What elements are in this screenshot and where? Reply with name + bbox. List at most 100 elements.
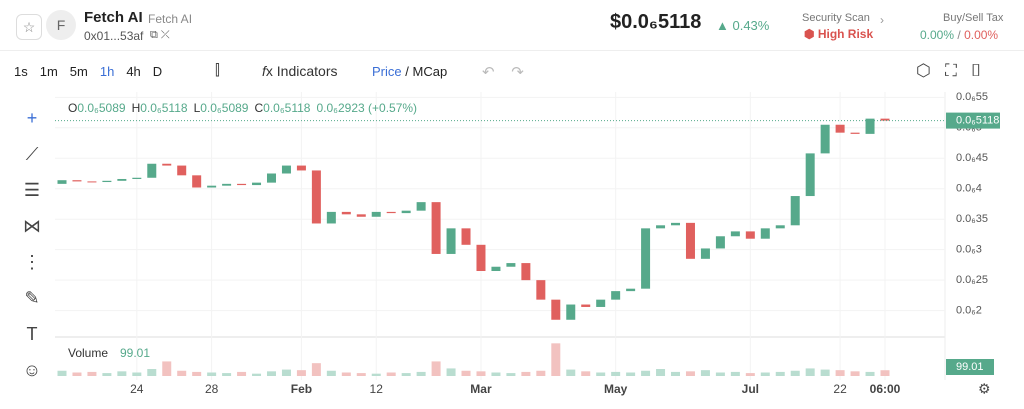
volume-bar <box>596 372 606 376</box>
address-actions[interactable]: ⧉ ⤫ <box>150 29 170 41</box>
x-tick-label: 28 <box>205 382 219 396</box>
undo-redo[interactable]: ↶ ↷ <box>482 64 524 81</box>
candle-body <box>626 288 636 292</box>
y-tick-label: 0.0₆2 <box>956 305 982 317</box>
volume-bar <box>72 372 82 376</box>
indicators-button[interactable]: fx Indicators <box>262 63 338 79</box>
volume-bar <box>805 368 815 376</box>
candle-body <box>805 153 815 197</box>
candle-body <box>416 202 426 211</box>
volume-bar <box>341 372 351 376</box>
volume-bar <box>401 373 411 376</box>
candle-body <box>296 165 306 171</box>
candle-body <box>446 228 456 254</box>
token-address[interactable]: 0x01...53af <box>84 29 144 43</box>
ohlc-legend: O0.0₆5089 H0.0₆5118 L0.0₆5089 C0.0₆5118 0.0₆… <box>68 101 417 115</box>
candle-body <box>641 228 651 289</box>
candle-type-button[interactable]: ⫿ <box>215 62 220 79</box>
candle-body <box>102 180 112 183</box>
volume-bar <box>57 370 67 376</box>
volume-legend-value: 99.01 <box>120 346 150 360</box>
mcap-option[interactable]: MCap <box>412 64 448 79</box>
candle-body <box>566 304 576 320</box>
volume-bar <box>641 370 651 376</box>
volume-bar <box>790 370 800 376</box>
price-mcap-toggle[interactable]: Price / MCap <box>372 64 447 79</box>
ohlc-change: 0.0₆2923 (+0.57%) <box>316 101 417 115</box>
volume-bar <box>760 372 770 376</box>
price-change-value: 0.43% <box>732 18 770 33</box>
token-avatar: F <box>46 10 76 40</box>
tax-separator: / <box>957 28 961 42</box>
security-status: ⬢ High Risk <box>804 27 874 41</box>
volume-bar <box>521 371 531 376</box>
security-label[interactable]: Security Scan <box>802 12 870 24</box>
price-change: ▲ 0.43% <box>716 18 770 33</box>
ohlc-value: 0.0₆5089 <box>200 101 249 115</box>
candle-body <box>431 202 441 254</box>
volume-bar <box>237 371 247 376</box>
reset-button: ⚙ <box>978 381 991 397</box>
volume-bar <box>506 373 516 376</box>
volume-bar <box>266 371 276 376</box>
volume-bar <box>581 371 591 376</box>
token-symbol: Fetch AI <box>148 12 193 26</box>
candle-body <box>835 124 845 133</box>
candle-body <box>745 231 755 239</box>
candle-body <box>611 291 621 300</box>
volume-bar <box>656 369 666 376</box>
candle-body <box>266 173 276 183</box>
x-tick-label: 06:00 <box>870 382 901 396</box>
volume-bar <box>446 368 456 376</box>
security-value: High Risk <box>817 27 874 41</box>
chart-actions[interactable]: ⬡ ⛶ ⌷ <box>916 61 982 80</box>
y-tick-label: 0.0₆3 <box>956 244 982 256</box>
ohlc-key: L <box>194 101 201 115</box>
candle-body <box>386 211 396 214</box>
token-name: Fetch AI <box>84 9 143 26</box>
candle-body <box>177 165 187 176</box>
volume-bar <box>356 373 366 376</box>
volume-bar <box>326 370 336 376</box>
candle-body <box>252 182 262 186</box>
price-option[interactable]: Price <box>372 64 402 79</box>
volume-bar <box>880 370 890 376</box>
divider <box>0 50 1024 51</box>
candle-body <box>536 280 546 300</box>
volume-bar <box>147 369 157 376</box>
candle-body <box>72 180 82 182</box>
x-tick-label: May <box>604 382 628 396</box>
candle-body <box>57 180 67 184</box>
x-tick-label: 12 <box>370 382 384 396</box>
interval-button[interactable]: 1m <box>39 64 58 79</box>
interval-button[interactable]: 1s <box>14 64 28 79</box>
candle-body <box>880 118 890 121</box>
candle-body <box>715 236 725 249</box>
volume-bar <box>536 370 546 376</box>
interval-button[interactable]: 5m <box>69 64 88 79</box>
x-tick-label: Mar <box>470 382 492 396</box>
volume-tag-label: 99.01 <box>956 361 984 373</box>
volume-bar <box>820 369 830 376</box>
chevron[interactable]: › <box>880 13 884 27</box>
volume-title: Volume <box>68 346 108 360</box>
x-tick-label: Feb <box>291 382 312 396</box>
candle-body <box>521 263 531 281</box>
volume-bar <box>626 372 636 376</box>
interval-button[interactable]: 4h <box>126 64 141 79</box>
volume-bar <box>416 371 426 376</box>
ohlc-key: C <box>254 101 263 115</box>
x-tick-label: Jul <box>742 382 759 396</box>
candle-body <box>581 304 591 307</box>
sell-tax: 0.00% <box>964 28 999 42</box>
candle-body <box>760 228 770 239</box>
tax-label: Buy/Sell Tax <box>943 12 1004 24</box>
drawing-tools[interactable]: + ⟋ ☰ ⋈ ⋮ ✎ T ☺ <box>22 108 42 380</box>
candle-body <box>207 185 217 188</box>
candle-body <box>326 211 336 224</box>
interval-button[interactable]: 1h <box>99 64 115 79</box>
favorite-button[interactable]: ☆ <box>16 14 42 40</box>
interval-button[interactable]: D <box>152 64 163 79</box>
candle-body <box>341 211 351 215</box>
token-price: $0.0₆5118 <box>610 11 702 33</box>
